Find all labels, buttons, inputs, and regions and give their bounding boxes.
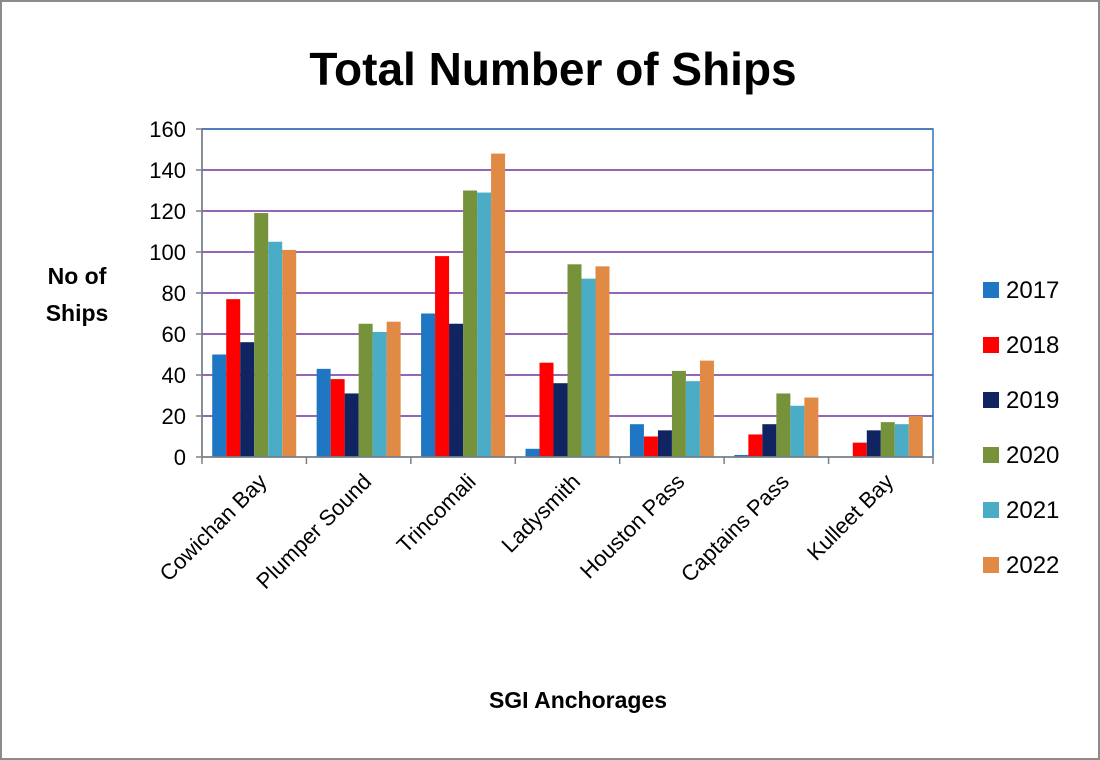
legend-swatch [983,337,999,353]
y-tick-label: 40 [162,363,186,388]
bar [880,422,895,457]
bar [629,424,644,457]
bar [212,354,227,457]
legend-swatch [983,502,999,518]
bar [894,424,909,457]
bar [553,383,568,457]
legend-label: 2020 [1006,442,1059,469]
axes [196,128,934,464]
bar [330,379,345,457]
y-tick-label: 60 [162,322,186,347]
bar [240,342,255,457]
bar [268,241,283,457]
bar [316,368,331,457]
bar [344,393,359,457]
bar [657,430,672,457]
legend-label: 2021 [1006,497,1059,524]
bar [852,442,867,457]
bar [776,393,791,457]
bar [908,416,923,457]
y-tick-label: 140 [149,158,186,183]
bar [477,192,492,458]
y-tick-label: 100 [149,240,186,265]
legend-swatch [983,447,999,463]
bar [685,381,700,457]
legend-label: 2022 [1006,552,1059,579]
bar [790,405,805,457]
legend-swatch [983,557,999,573]
bar [226,299,241,457]
legend: 2017 2018 2019 2020 2021 2022 [983,277,1059,579]
bar [671,370,686,457]
bar [491,153,506,457]
x-tick-label: Houston Pass [575,469,690,584]
y-tick-label: 160 [149,117,186,142]
legend-label: 2019 [1006,387,1059,414]
bars [212,153,923,458]
bar [804,397,819,457]
bar [734,454,749,457]
x-tick-label: Cowichan Bay [155,469,272,586]
y-tick-labels: 0 20 40 60 80 100 120 140 160 [149,117,186,470]
x-tick-label: Ladysmith [496,469,585,558]
bar [643,436,658,457]
y-tick-label: 80 [162,281,186,306]
chart-title: Total Number of Ships [309,43,796,95]
bar [463,190,478,457]
bar [282,249,297,457]
bar [699,360,714,457]
bar [372,331,387,457]
x-tick-label: Kulleet Bay [802,469,898,565]
bar [581,278,596,457]
bar [386,321,401,457]
y-tick-label: 20 [162,404,186,429]
bar [254,213,269,457]
bar [567,264,582,457]
bar [525,448,540,457]
bar [595,266,610,457]
bar [421,313,436,457]
bar [539,362,554,457]
legend-label: 2017 [1006,277,1059,304]
y-tick-label: 120 [149,199,186,224]
x-tick-label: Captains Pass [676,469,794,587]
legend-swatch [983,392,999,408]
bar [866,430,881,457]
y-axis-title-line-2: Ships [46,300,109,326]
bar [435,256,450,457]
y-tick-label: 0 [174,445,186,470]
bar [762,424,777,457]
legend-swatch [983,282,999,298]
bar [358,323,373,457]
x-axis-title: SGI Anchorages [489,687,667,713]
bar [748,434,763,457]
y-axis-title-line-1: No of [48,263,107,289]
bar [449,323,464,457]
legend-label: 2018 [1006,332,1059,359]
x-tick-label: Trincomali [392,469,481,558]
y-axis-title: No of Ships [46,263,109,326]
